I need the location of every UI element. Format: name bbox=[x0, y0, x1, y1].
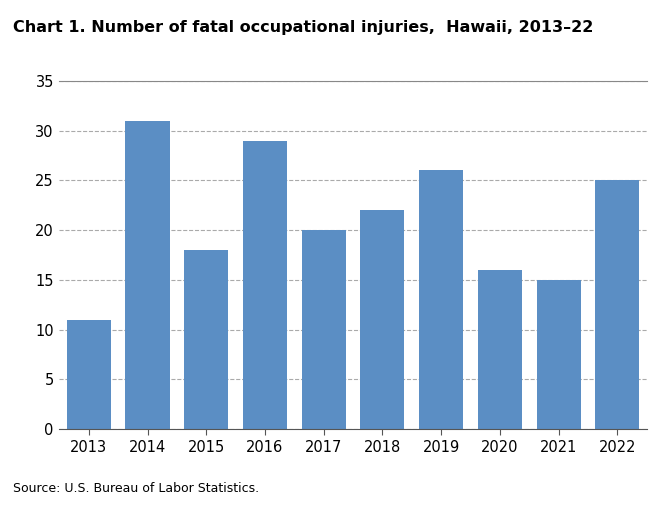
Bar bbox=[478, 270, 522, 429]
Bar bbox=[302, 230, 346, 429]
Bar bbox=[595, 180, 640, 429]
Bar bbox=[243, 140, 287, 429]
Bar bbox=[537, 280, 581, 429]
Text: Source: U.S. Bureau of Labor Statistics.: Source: U.S. Bureau of Labor Statistics. bbox=[13, 482, 259, 495]
Text: Chart 1. Number of fatal occupational injuries,  Hawaii, 2013–22: Chart 1. Number of fatal occupational in… bbox=[13, 20, 593, 35]
Bar bbox=[125, 121, 170, 429]
Bar bbox=[184, 250, 228, 429]
Bar bbox=[360, 210, 405, 429]
Bar bbox=[419, 170, 463, 429]
Bar bbox=[67, 320, 111, 429]
